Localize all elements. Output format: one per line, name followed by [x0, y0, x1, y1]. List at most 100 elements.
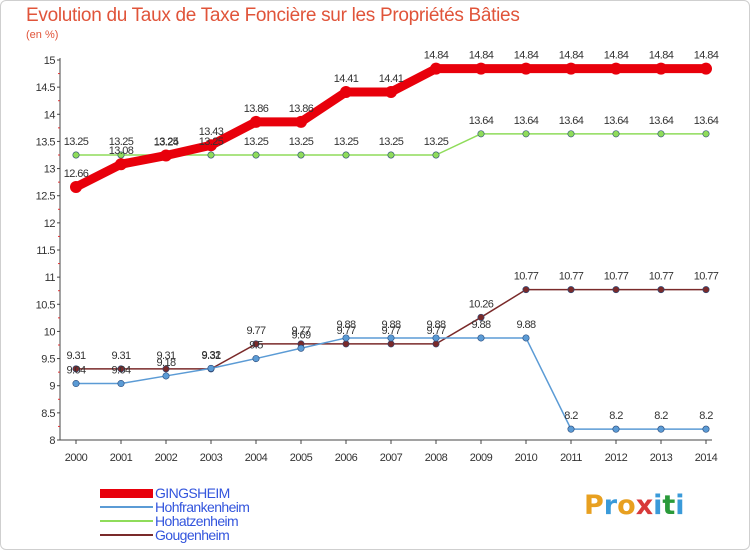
data-label: 8.2 [609, 410, 623, 422]
data-label: 13.25 [244, 136, 269, 148]
y-tick-label: 9.5 [41, 354, 55, 366]
chart-title: Evolution du Taux de Taxe Foncière sur l… [26, 5, 520, 26]
data-label: 9.31 [111, 350, 130, 362]
data-label: 14.84 [604, 50, 629, 62]
data-point [160, 149, 172, 162]
x-tick-label: 2007 [380, 452, 403, 464]
y-tick-label: 9 [49, 381, 55, 393]
data-point [612, 425, 620, 433]
data-point [162, 372, 170, 380]
data-label: 14.84 [424, 50, 449, 62]
legend-label: GINGSHEIM [155, 485, 230, 501]
data-point [700, 62, 712, 75]
data-label: 14.84 [694, 50, 719, 62]
data-label: 8.2 [654, 410, 668, 422]
data-label: 12.66 [64, 168, 89, 180]
data-point [162, 365, 170, 373]
y-tick-label: 8.5 [41, 408, 55, 420]
data-label: 9.31 [156, 350, 175, 362]
data-label: 14.41 [334, 73, 359, 85]
legend-label: Hohatzenheim [155, 513, 239, 529]
data-label: 13.64 [559, 115, 584, 127]
data-point [477, 334, 485, 342]
data-point [610, 62, 622, 75]
data-label: 13.25 [379, 136, 404, 148]
data-point [207, 364, 215, 372]
data-label: 10.77 [604, 271, 629, 283]
data-label: 10.77 [694, 271, 719, 283]
data-point [565, 62, 577, 75]
legend-label: Hohfrankenheim [155, 499, 250, 515]
data-label: 13.64 [469, 115, 494, 127]
data-point [522, 334, 530, 342]
data-label: 14.41 [379, 73, 404, 85]
data-point [567, 130, 575, 138]
logo-letter: i [675, 490, 685, 521]
data-point [252, 151, 260, 159]
logo-letter: r [603, 490, 618, 521]
legend-label: Gougenheim [155, 527, 230, 543]
data-label: 13.64 [649, 115, 674, 127]
data-point [342, 340, 350, 348]
logo-letter: o [617, 490, 636, 521]
data-point [385, 86, 397, 99]
y-tick-label: 13 [44, 164, 56, 176]
data-point [342, 151, 350, 159]
x-tick-label: 2012 [605, 452, 628, 464]
x-tick-label: 2008 [425, 452, 448, 464]
data-label: 9.77 [291, 325, 310, 337]
data-point [387, 151, 395, 159]
data-label: 13.64 [514, 115, 539, 127]
data-label: 14.84 [649, 50, 674, 62]
y-tick-label: 13.5 [36, 136, 56, 148]
data-point [297, 344, 305, 352]
data-point [702, 425, 710, 433]
x-tick-label: 2001 [110, 452, 133, 464]
data-label: 9.69 [291, 329, 310, 341]
y-tick-label: 8 [49, 435, 55, 447]
data-label: 9.88 [381, 319, 400, 331]
x-tick-label: 2006 [335, 452, 358, 464]
y-tick-label: 11 [45, 272, 56, 284]
data-label: 14.84 [559, 50, 584, 62]
data-label: 13.25 [154, 136, 179, 148]
data-label: 14.84 [514, 50, 539, 62]
x-tick-label: 2009 [470, 452, 493, 464]
y-tick-label: 10.5 [36, 299, 56, 311]
data-label: 8.2 [564, 410, 578, 422]
data-label: 13.25 [109, 136, 134, 148]
data-point [657, 425, 665, 433]
data-point [252, 355, 260, 363]
data-point [72, 365, 80, 373]
y-tick-label: 12 [44, 218, 56, 230]
data-point [72, 380, 80, 388]
data-label: 13.25 [64, 136, 89, 148]
data-label: 9.88 [516, 319, 535, 331]
data-point [657, 130, 665, 138]
data-label: 8.2 [699, 410, 713, 422]
legend-swatch [100, 534, 153, 536]
data-point [655, 62, 667, 75]
data-point [115, 158, 127, 171]
data-point [340, 86, 352, 99]
data-point [520, 62, 532, 75]
data-point [702, 130, 710, 138]
data-label: 9.77 [426, 325, 445, 337]
data-label: 9.31 [66, 350, 85, 362]
data-point [702, 286, 710, 294]
data-point [387, 334, 395, 342]
data-point [432, 340, 440, 348]
data-point [117, 365, 125, 373]
legend-swatch [100, 489, 153, 498]
data-label: 13.25 [424, 136, 449, 148]
data-point [432, 151, 440, 159]
data-label: 13.86 [244, 103, 269, 115]
data-point [657, 286, 665, 294]
data-label: 9.88 [336, 319, 355, 331]
logo-letter: t [662, 490, 676, 521]
data-label: 9.04 [111, 365, 130, 377]
data-point [567, 286, 575, 294]
data-point [117, 380, 125, 388]
data-label: 13.43 [199, 126, 224, 138]
y-tick-label: 12.5 [36, 191, 56, 203]
